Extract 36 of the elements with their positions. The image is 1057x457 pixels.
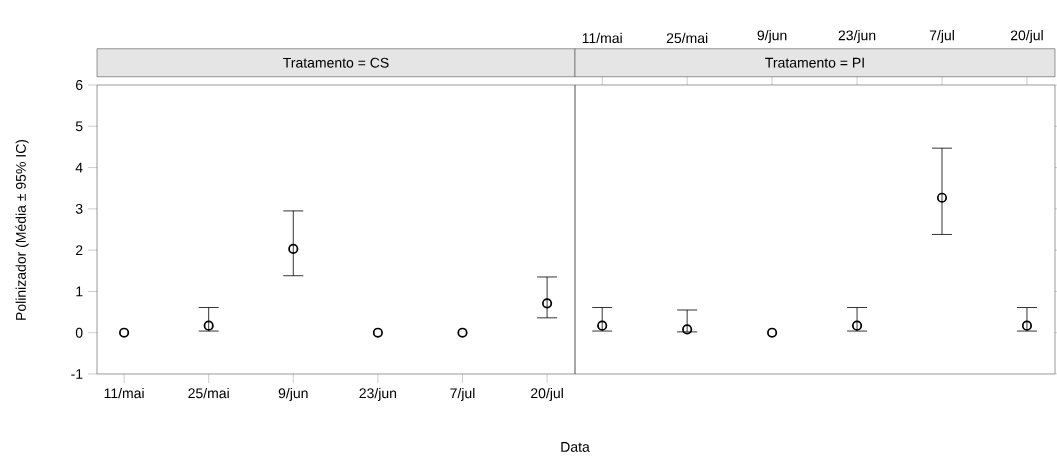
- x-tick-label: 9/jun: [278, 387, 308, 401]
- point: [936, 192, 948, 203]
- y-tick-label: 1: [76, 286, 83, 297]
- chart-title: Tratamento = PI: [765, 57, 864, 68]
- y-tick-label: 3: [75, 203, 83, 214]
- point: [203, 320, 214, 331]
- y-tick-label: 0: [75, 327, 83, 338]
- x-axis-title: Data: [561, 442, 590, 452]
- x-tick-label: 23/jun: [359, 387, 397, 401]
- x-tick-label: 9/jun: [757, 30, 787, 44]
- point: [457, 327, 468, 338]
- x-tick-label: 11/mai: [582, 32, 622, 44]
- point: [597, 320, 608, 331]
- y-tick-label: 4: [75, 162, 83, 173]
- point: [1021, 320, 1033, 331]
- chart-title: Tratamento = CS: [283, 57, 389, 68]
- x-tick-label: 7/jul: [450, 387, 475, 401]
- x-tick-label: 20/jul: [1010, 30, 1043, 44]
- point: [119, 327, 130, 338]
- x-tick-label: 23/jun: [838, 30, 876, 44]
- x-tick-label: 7/jul: [929, 30, 954, 44]
- y-tick-label: 6: [76, 80, 83, 90]
- x-tick-label: 25/mai: [188, 387, 229, 399]
- x-tick-label: 20/jul: [531, 387, 563, 401]
- x-tick-label: 11/mai: [104, 387, 144, 399]
- point: [372, 327, 383, 338]
- y-tick-label: 2: [76, 245, 83, 256]
- point: [288, 243, 299, 254]
- x-tick-label: 25/mai: [666, 32, 708, 44]
- y-tick-label: 5: [75, 121, 83, 132]
- y-axis-title: Polinizador (Média ± 95% IC): [15, 139, 29, 320]
- point: [767, 327, 778, 338]
- point: [851, 320, 863, 331]
- point: [542, 298, 553, 309]
- y-tick-label: -1: [71, 369, 83, 379]
- point: [682, 324, 693, 335]
